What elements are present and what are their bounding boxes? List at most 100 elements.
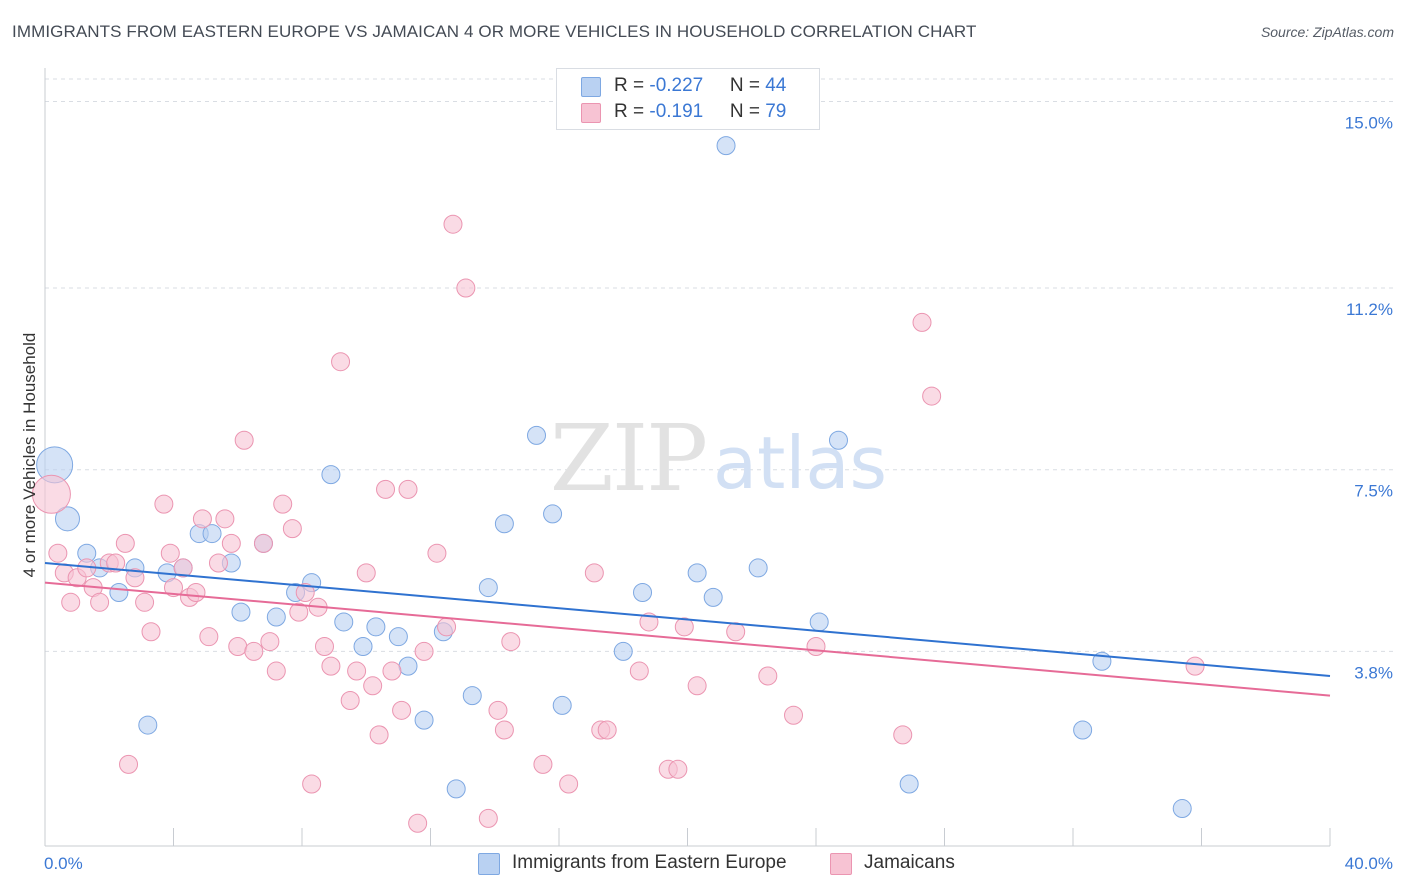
eastern-europe-point xyxy=(494,514,514,534)
eastern-europe-point xyxy=(353,637,373,656)
jamaican-point xyxy=(726,622,746,642)
jamaican-point xyxy=(478,808,498,828)
eastern-europe-point xyxy=(398,656,418,676)
eastern-europe-point xyxy=(828,430,848,450)
jamaican-point xyxy=(533,754,553,774)
legend-n-value: 44 xyxy=(765,75,787,96)
chart-title: IMMIGRANTS FROM EASTERN EUROPE VS JAMAIC… xyxy=(12,22,977,41)
jamaican-point xyxy=(674,617,694,637)
y-axis-title: 4 or more Vehicles in Household xyxy=(20,332,39,578)
eastern-europe-trend-line xyxy=(44,562,1331,677)
eastern-europe-point xyxy=(703,587,723,607)
jamaican-point xyxy=(501,632,521,652)
x-tick-label: 40.0% xyxy=(1345,854,1393,873)
x-tick-label: 0.0% xyxy=(44,854,83,873)
tick-labels: 3.8% 7.5% 11.2% 15.0% 0.0% 40.0% xyxy=(44,113,1393,873)
jamaican-point xyxy=(186,582,206,602)
legend-r-label: R = xyxy=(614,75,650,96)
jamaican-point xyxy=(295,582,315,602)
y-tick-label: 7.5% xyxy=(1354,482,1393,501)
legend-r-label: R = xyxy=(614,101,650,122)
eastern-europe-point xyxy=(1073,720,1093,740)
jamaican-point xyxy=(408,813,428,833)
jamaican-point xyxy=(331,352,351,372)
jamaican-point xyxy=(208,553,228,573)
jamaican-point xyxy=(356,563,376,583)
eastern-europe-point xyxy=(613,641,633,661)
watermark-atlas: atlas xyxy=(713,421,887,505)
legend-swatch-blue xyxy=(478,853,500,875)
eastern-europe-point xyxy=(543,504,563,524)
jamaican-point xyxy=(758,666,778,686)
legend-swatch-blue xyxy=(581,77,601,97)
jamaican-point xyxy=(90,592,110,612)
jamaican-point xyxy=(215,509,235,529)
jamaican-point xyxy=(427,543,447,563)
grid-lines xyxy=(45,78,1395,652)
jamaican-point xyxy=(437,617,457,637)
eastern-europe-point xyxy=(321,465,341,485)
y-tick-label: 15.0% xyxy=(1345,113,1393,132)
jamaican-point xyxy=(119,754,139,774)
jamaican-point xyxy=(597,720,617,740)
eastern-europe-point xyxy=(366,617,386,637)
eastern-europe-point xyxy=(138,715,158,735)
data-points xyxy=(31,136,1205,833)
jamaican-point xyxy=(321,656,341,676)
jamaican-point xyxy=(199,627,219,647)
jamaican-point xyxy=(289,602,309,622)
eastern-europe-point xyxy=(716,136,736,156)
legend-n-label: N = xyxy=(729,75,766,96)
jamaican-point xyxy=(106,553,126,573)
jamaican-point xyxy=(260,632,280,652)
jamaican-point xyxy=(443,214,463,234)
eastern-europe-point xyxy=(899,774,919,794)
eastern-europe-point xyxy=(414,710,434,730)
jamaican-point xyxy=(160,543,180,563)
axes xyxy=(44,68,1331,847)
jamaican-point xyxy=(173,558,193,578)
jamaican-point xyxy=(340,691,360,711)
eastern-europe-point xyxy=(809,612,829,632)
eastern-europe-point xyxy=(388,627,408,647)
legend-label: Jamaicans xyxy=(864,852,955,873)
eastern-europe-point xyxy=(231,602,251,622)
y-tick-label: 3.8% xyxy=(1354,663,1393,682)
jamaican-point xyxy=(912,312,932,332)
jamaican-point xyxy=(135,592,155,612)
jamaican-point xyxy=(282,519,302,539)
legend-r-value: -0.227 xyxy=(649,75,704,96)
eastern-europe-point xyxy=(552,695,572,715)
eastern-europe-point xyxy=(54,506,80,532)
jamaican-point xyxy=(584,563,604,583)
legend-swatch-pink xyxy=(581,103,601,123)
jamaican-point xyxy=(192,509,212,529)
jamaican-point xyxy=(266,661,286,681)
jamaican-point xyxy=(392,700,412,720)
jamaican-point xyxy=(922,386,942,406)
source-label: Source: ZipAtlas.com xyxy=(1260,24,1394,40)
jamaican-point xyxy=(382,661,402,681)
jamaican-point xyxy=(687,676,707,696)
legend-r-value: -0.191 xyxy=(649,101,704,122)
jamaican-point xyxy=(302,774,322,794)
jamaican-point xyxy=(668,759,688,779)
eastern-europe-point xyxy=(334,612,354,632)
jamaican-point xyxy=(125,568,145,588)
y-tick-label: 11.2% xyxy=(1346,300,1393,319)
jamaican-point xyxy=(314,637,334,656)
jamaican-point xyxy=(806,637,826,656)
eastern-europe-point xyxy=(446,779,466,799)
jamaican-point xyxy=(141,622,161,642)
jamaican-point xyxy=(234,430,254,450)
jamaican-point xyxy=(253,533,273,553)
stats-legend: R = -0.227 N = 44 R = -0.191 N = 79 xyxy=(556,68,820,130)
eastern-europe-point xyxy=(1172,799,1192,819)
watermark-zip: ZIP xyxy=(550,405,706,512)
jamaican-point xyxy=(48,543,68,563)
eastern-europe-point xyxy=(748,558,768,578)
eastern-europe-point xyxy=(109,582,129,602)
jamaican-point xyxy=(784,705,804,725)
jamaican-point xyxy=(456,278,476,298)
